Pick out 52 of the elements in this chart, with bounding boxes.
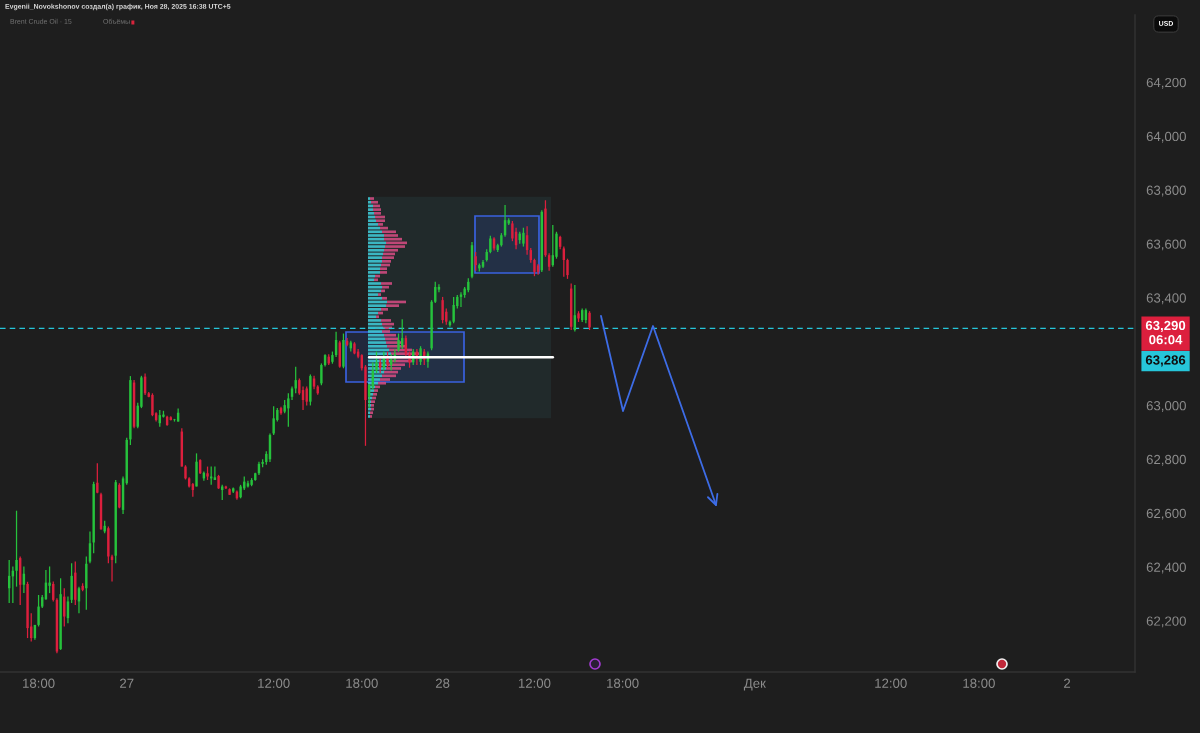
x-tick-label: 18:00 [23,678,55,688]
candlestick [566,258,569,280]
x-tick-label: 2 [1064,678,1071,688]
y-tick-label: 63,000 [1146,401,1186,412]
candlestick [386,350,389,369]
y-tick-label: 63,400 [1146,293,1186,305]
x-tick-label: 27 [120,678,134,688]
candlestick [272,405,275,436]
x-tick-label: 12:00 [875,678,907,688]
candlestick [26,581,29,639]
x-tick-label: 18:00 [346,678,378,688]
x-tick-label: 12:00 [518,678,551,688]
candlestick [118,482,121,509]
candlestick [305,385,308,407]
x-tick-label: 28 [435,678,450,688]
y-tick-label: 64,200 [1146,77,1186,89]
candlestick [206,465,209,481]
candlestick [184,464,187,481]
candlestick [96,462,99,494]
candlestick [228,487,231,496]
candlestick [522,227,525,248]
y-tick-label: 62,400 [1146,562,1186,574]
candlestick [430,299,433,351]
candlestick [342,332,345,369]
ref-line-label: 63,286 [1145,355,1186,367]
y-tick-label: 62,600 [1146,508,1186,520]
x-tick-label: 18:00 [963,678,995,688]
candlestick [375,350,378,374]
candlestick [441,296,444,324]
candlestick [588,310,591,331]
x-tick-label: 18:00 [607,678,639,688]
candlestick [459,291,463,308]
candlestick [162,410,165,419]
candlestick [195,452,198,488]
candlestick [452,296,455,324]
y-tick-label: 62,200 [1146,616,1186,628]
x-tick-label: Дек [743,678,766,691]
y-tick-label: 63,800 [1146,185,1186,197]
candlestick [239,484,242,499]
y-tick-label: 63,600 [1146,239,1186,251]
text: 63,290 06:04 [1145,320,1186,345]
candlestick [533,258,536,277]
candlestick [474,251,477,272]
candlestick [419,345,422,366]
y-tick-label: 64,000 [1146,131,1186,143]
candlestick [37,594,40,628]
y-tick-label: 62,800 [1146,454,1186,466]
candlestick [353,341,356,355]
candlestick [577,310,580,323]
x-tick-label: 12:00 [258,678,290,688]
candlestick [129,375,132,446]
candlestick [217,474,220,490]
